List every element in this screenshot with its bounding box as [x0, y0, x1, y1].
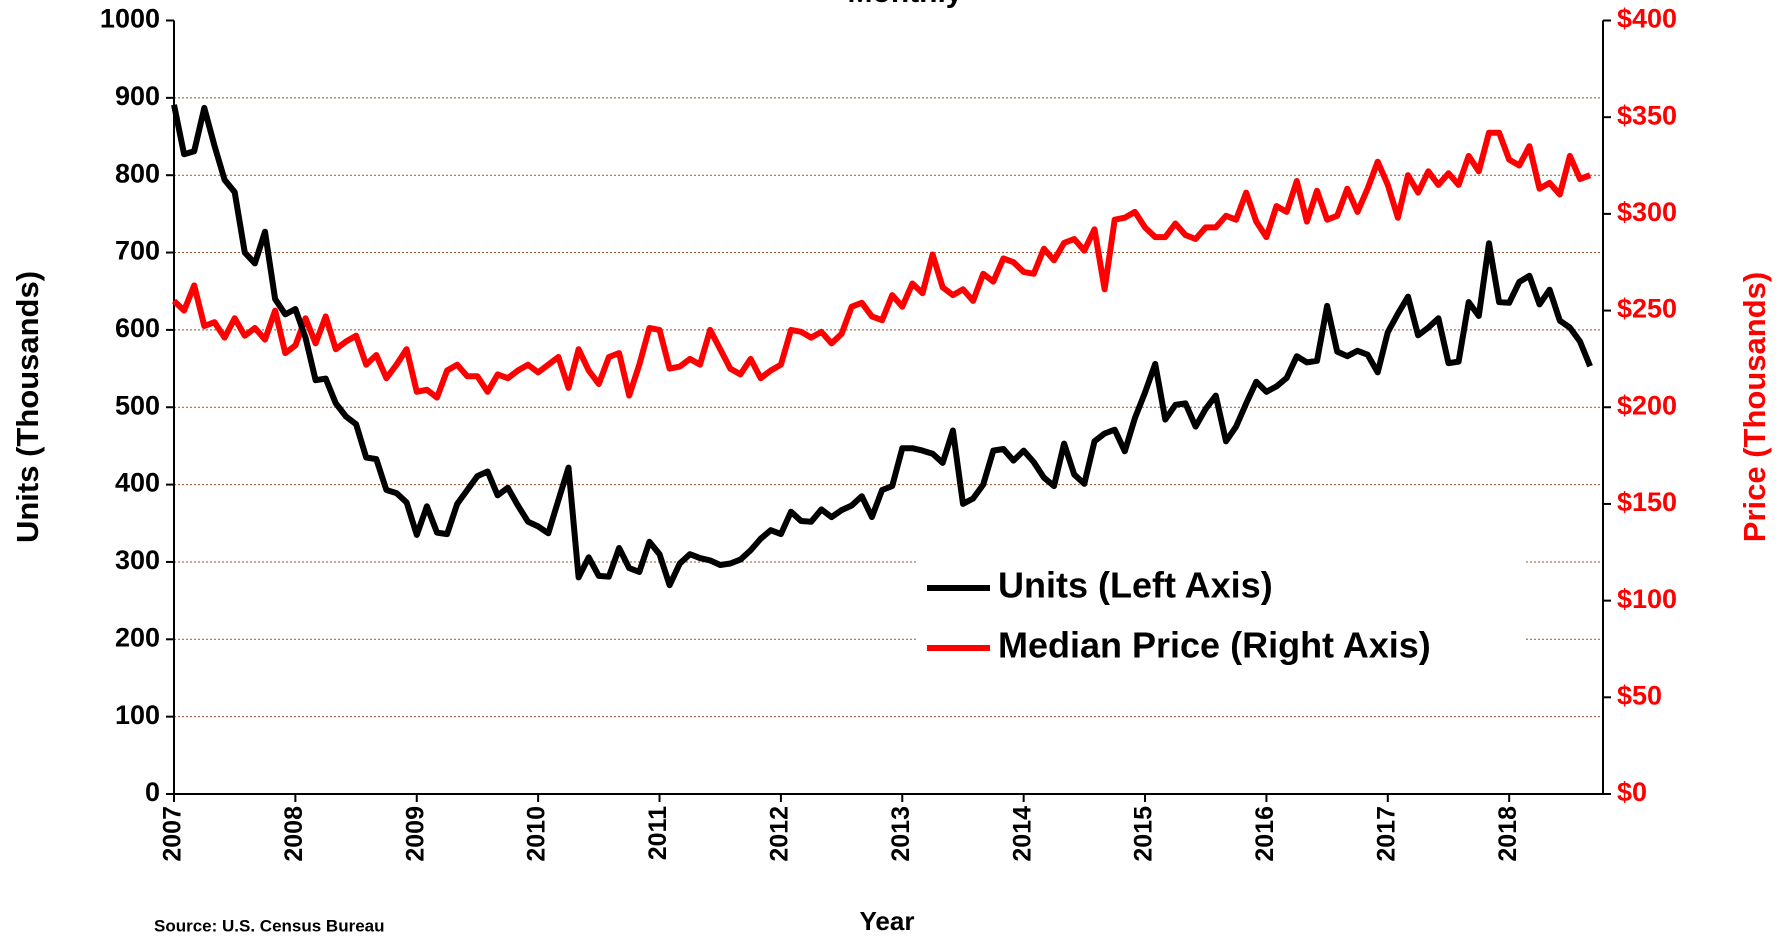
x-tick-label: 2008	[280, 806, 308, 862]
x-tick-label: 2007	[159, 806, 187, 862]
y2-tick-label: $400	[1617, 4, 1677, 34]
y2-tick-label: $350	[1617, 100, 1677, 130]
x-tick-label: 2017	[1372, 806, 1400, 862]
y2-tick-label: $200	[1617, 390, 1677, 420]
y-tick-label: 700	[115, 236, 160, 266]
x-tick-label: 2012	[766, 806, 794, 862]
x-tick-label: 2011	[644, 806, 672, 860]
x-tick-label: 2014	[1008, 806, 1036, 862]
y-tick-label: 500	[115, 390, 160, 420]
x-tick-label: 2009	[401, 806, 429, 862]
y-axis-title: Units (Thousands)	[10, 271, 45, 543]
chart-title: Monthly	[848, 0, 963, 9]
y-tick-label: 0	[145, 777, 160, 807]
series-line	[171, 104, 1593, 589]
y2-tick-label: $100	[1617, 584, 1677, 614]
y-tick-label: 800	[115, 158, 160, 188]
y-tick-label: 300	[115, 545, 160, 575]
legend-label: Median Price (Right Axis)	[998, 625, 1431, 666]
y2-tick-label: $250	[1617, 294, 1677, 324]
x-tick-label: 2010	[523, 806, 551, 862]
x-axis-title: Year	[860, 906, 915, 936]
x-tick-label: 2015	[1130, 806, 1158, 862]
legend-label: Units (Left Axis)	[998, 565, 1273, 606]
y-tick-label: 200	[115, 622, 160, 652]
y-tick-label: 1000	[100, 4, 160, 34]
y2-tick-label: $150	[1617, 487, 1677, 517]
y-tick-label: 400	[115, 468, 160, 498]
y2-tick-label: $0	[1617, 777, 1647, 807]
x-tick-label: 2018	[1494, 806, 1522, 862]
y-tick-label: 100	[115, 700, 160, 730]
x-tick-label: 2016	[1251, 806, 1279, 862]
y-tick-label: 900	[115, 81, 160, 111]
x-tick-label: 2013	[887, 806, 915, 862]
y2-axis-title: Price (Thousands)	[1737, 272, 1772, 542]
legend-box	[916, 553, 1524, 683]
source-note: Source: U.S. Census Bureau	[154, 916, 385, 935]
y-tick-label: 600	[115, 313, 160, 343]
series-line	[171, 129, 1592, 401]
y2-tick-label: $50	[1617, 680, 1662, 710]
y2-tick-label: $300	[1617, 197, 1677, 227]
